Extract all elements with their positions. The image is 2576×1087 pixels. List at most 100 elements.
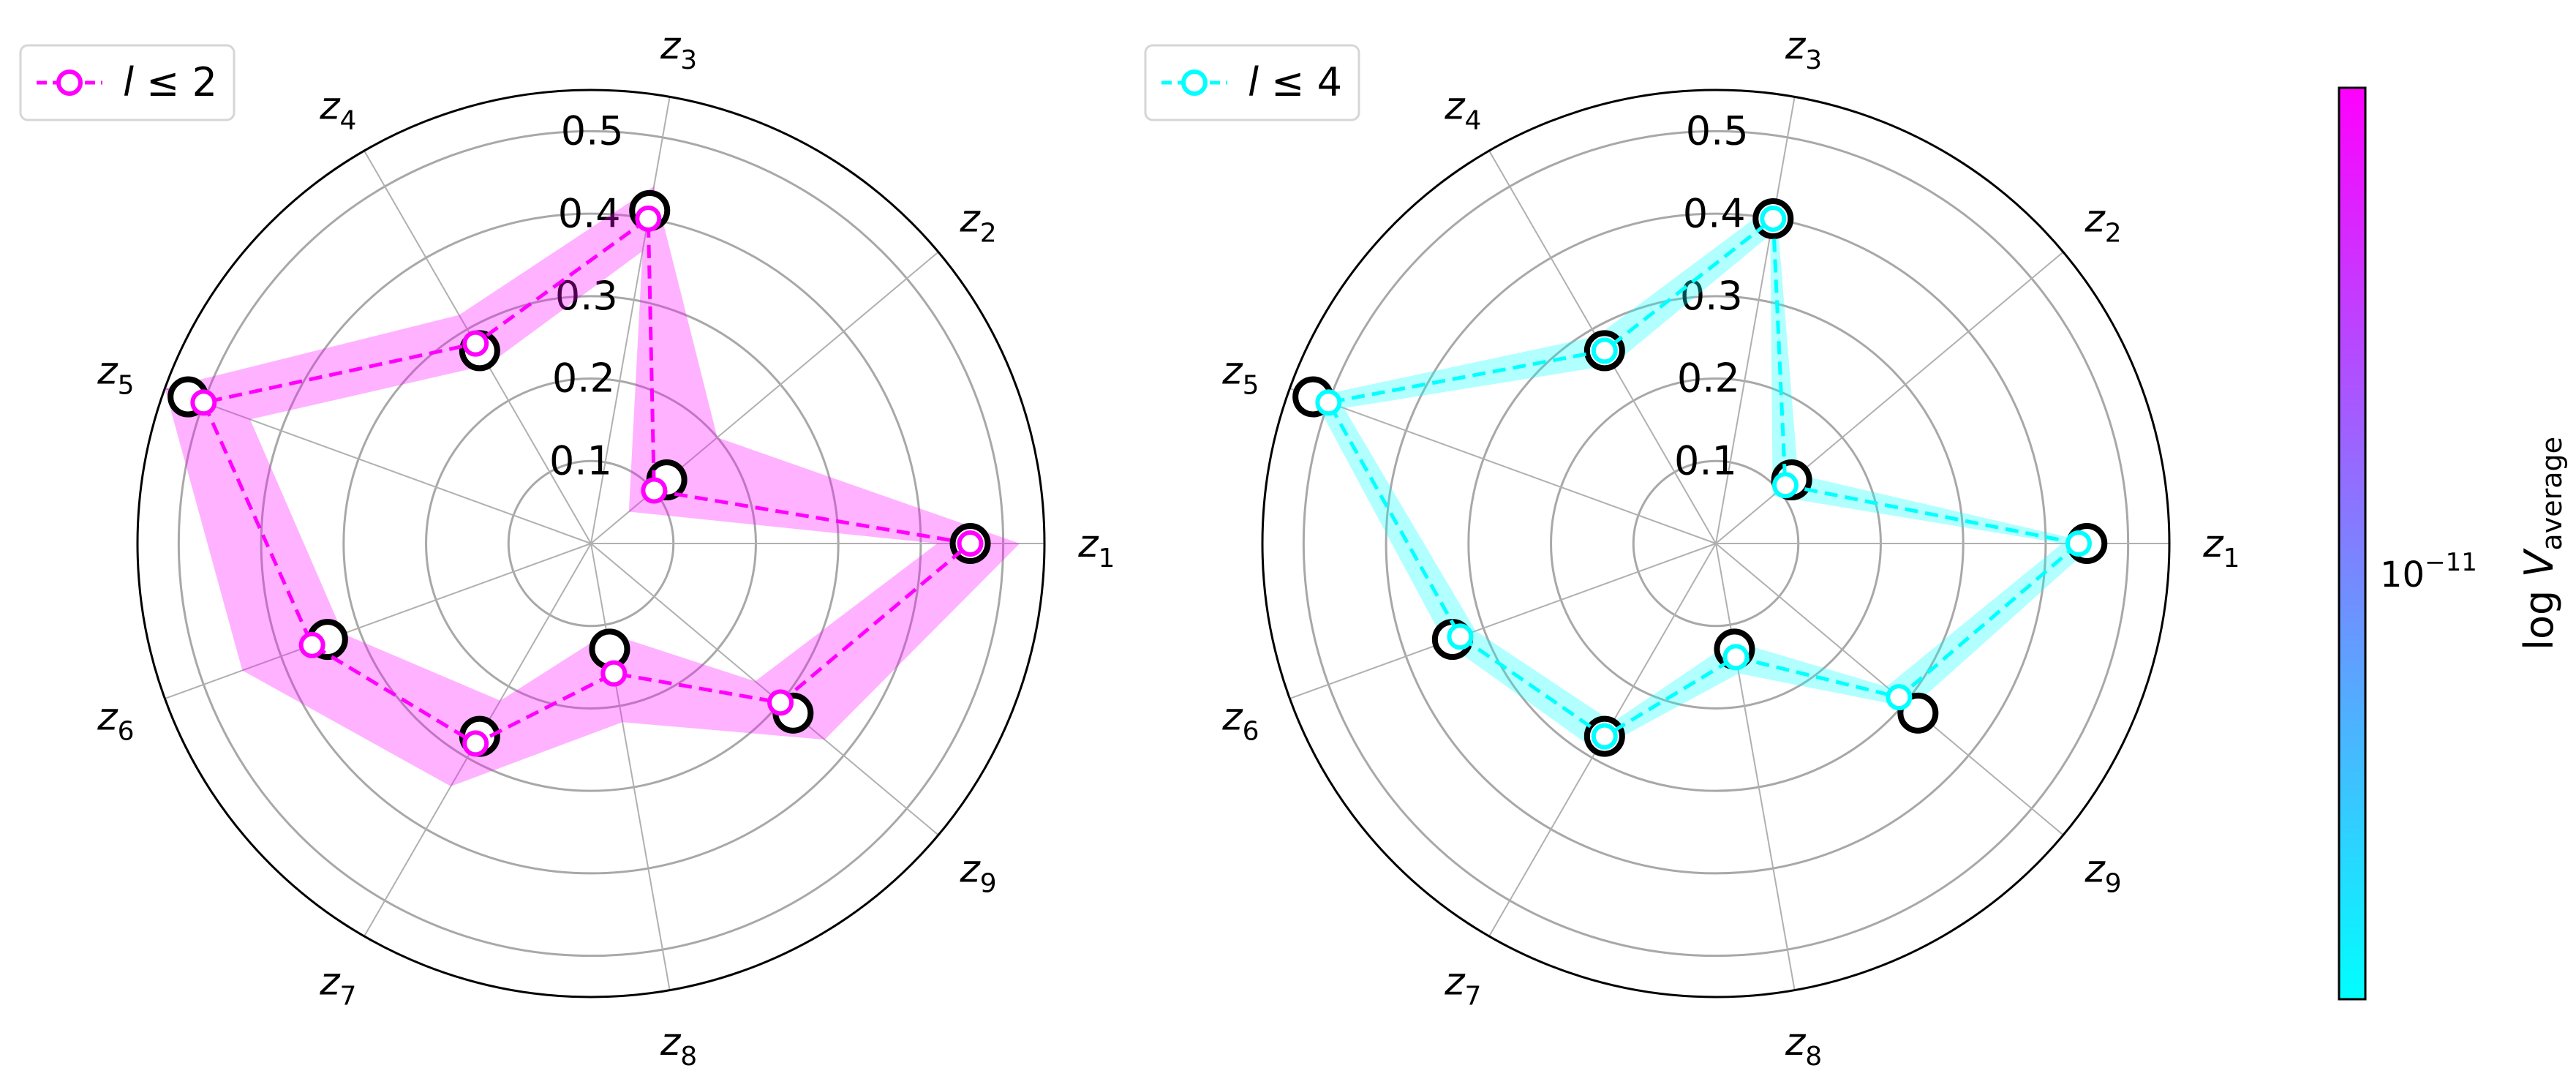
axis-label-subscript: 8 <box>680 1042 697 1072</box>
axis-label-z4: z4 <box>1444 84 1481 135</box>
series-marker <box>1771 472 1799 499</box>
colorbar: 10−11 log Vaverage <box>2338 86 2568 1001</box>
axis-label-z6: z6 <box>97 695 134 746</box>
axis-label-z7: z7 <box>1444 960 1481 1012</box>
grid-spoke <box>590 97 671 544</box>
series-marker <box>767 689 794 716</box>
axis-label-subscript: 4 <box>1465 105 1482 135</box>
axis-label-subscript: 7 <box>340 982 357 1012</box>
radial-tick-label: 0.4 <box>558 190 621 236</box>
radial-tick-label: 0.2 <box>552 356 615 402</box>
radial-tick-label: 0.5 <box>561 108 624 154</box>
axis-label-z9: z9 <box>2084 847 2121 898</box>
axis-label-letter: z <box>959 198 981 241</box>
colorbar-label-log: log <box>2516 578 2562 650</box>
series-line <box>1325 214 2083 739</box>
axis-label-letter: z <box>1444 960 1466 1004</box>
axis-label-z1: z1 <box>2202 522 2240 573</box>
axis-label-z6: z6 <box>1221 695 1259 746</box>
legend-box <box>1144 44 1360 121</box>
axis-label-z7: z7 <box>319 960 356 1012</box>
legend-label: l ≤ 4 <box>1248 59 1342 105</box>
axis-label-subscript: 9 <box>980 868 997 898</box>
series-marker <box>1447 623 1474 650</box>
axis-label-letter: z <box>660 24 682 68</box>
axis-label-subscript: 5 <box>118 371 135 401</box>
axis-label-z1: z1 <box>1077 522 1115 573</box>
axis-label-subscript: 7 <box>1465 982 1482 1012</box>
axis-label-letter: z <box>319 960 341 1004</box>
axis-label-subscript: 2 <box>2105 219 2122 249</box>
series-marker <box>2065 530 2092 557</box>
series-line <box>200 215 975 746</box>
grid-spoke <box>165 543 592 699</box>
axis-label-z5: z5 <box>1221 350 1259 401</box>
axis-label-letter: z <box>660 1020 682 1064</box>
series-marker <box>190 389 217 416</box>
series-marker <box>462 330 489 357</box>
axis-label-z5: z5 <box>97 350 134 401</box>
colorbar-gradient <box>2338 86 2367 1001</box>
outer-circle <box>1261 89 2171 998</box>
series-marker <box>1760 205 1787 232</box>
axis-label-subscript: 8 <box>1805 1042 1822 1072</box>
series-marker <box>600 660 628 687</box>
radial-tick-label: 0.4 <box>1683 190 1746 236</box>
grid-spoke <box>1289 543 1717 699</box>
legend-label-var: l <box>123 59 134 105</box>
axis-label-z3: z3 <box>660 24 697 75</box>
radial-tick-label: 0.3 <box>1680 273 1743 319</box>
axis-label-letter: z <box>1221 350 1243 394</box>
axis-label-subscript: 3 <box>680 45 697 75</box>
axis-label-subscript: 1 <box>1098 544 1115 573</box>
axis-label-letter: z <box>1221 695 1243 739</box>
axis-label-z9: z9 <box>959 847 996 898</box>
grid-spoke <box>1715 251 2064 544</box>
colorbar-tick-exponent: −11 <box>2425 548 2477 577</box>
axis-label-letter: z <box>959 847 981 891</box>
radial-tick-label: 0.5 <box>1686 108 1749 154</box>
grid-spoke <box>1289 388 1717 544</box>
axis-label-subscript: 5 <box>1243 371 1259 401</box>
axis-label-subscript: 6 <box>118 716 135 746</box>
legend-marker <box>1181 69 1208 96</box>
axis-label-subscript: 9 <box>2105 868 2122 898</box>
colorbar-tick-base: 10 <box>2380 554 2425 595</box>
axis-label-letter: z <box>2084 847 2106 891</box>
series-marker <box>641 477 668 504</box>
axis-label-subscript: 2 <box>980 219 997 249</box>
axis-label-z3: z3 <box>1785 24 1822 75</box>
grid-spoke <box>1715 543 1796 990</box>
axis-label-letter: z <box>1077 522 1099 566</box>
grid-spoke <box>590 543 671 990</box>
axis-label-subscript: 4 <box>340 105 357 135</box>
legend-label-rest: ≤ 4 <box>1259 59 1342 105</box>
axis-label-letter: z <box>319 84 341 128</box>
legend-label: l ≤ 2 <box>123 59 217 105</box>
series-marker <box>635 205 662 232</box>
series-marker <box>1722 644 1750 671</box>
grid-spoke <box>1715 97 1796 544</box>
series-marker <box>298 631 325 658</box>
outer-circle <box>136 89 1046 998</box>
axis-label-z2: z2 <box>2084 198 2121 249</box>
legend-label-var: l <box>1248 59 1259 105</box>
axis-label-subscript: 1 <box>2223 544 2240 573</box>
series-marker <box>957 530 984 557</box>
uncertainty-band <box>165 186 1020 786</box>
axis-label-letter: z <box>97 695 118 739</box>
axis-label-z4: z4 <box>319 84 356 135</box>
axis-label-subscript: 3 <box>1805 45 1822 75</box>
axis-label-letter: z <box>2202 522 2224 566</box>
axis-label-letter: z <box>1785 1020 1807 1064</box>
series-marker <box>1886 684 1913 711</box>
radial-tick-label: 0.2 <box>1677 356 1740 402</box>
radial-tick-label: 0.1 <box>1674 437 1737 484</box>
series-marker <box>1591 337 1618 364</box>
radial-tick-label: 0.3 <box>555 273 618 319</box>
axis-label-letter: z <box>1785 24 1807 68</box>
legend-label-rest: ≤ 2 <box>134 59 217 105</box>
